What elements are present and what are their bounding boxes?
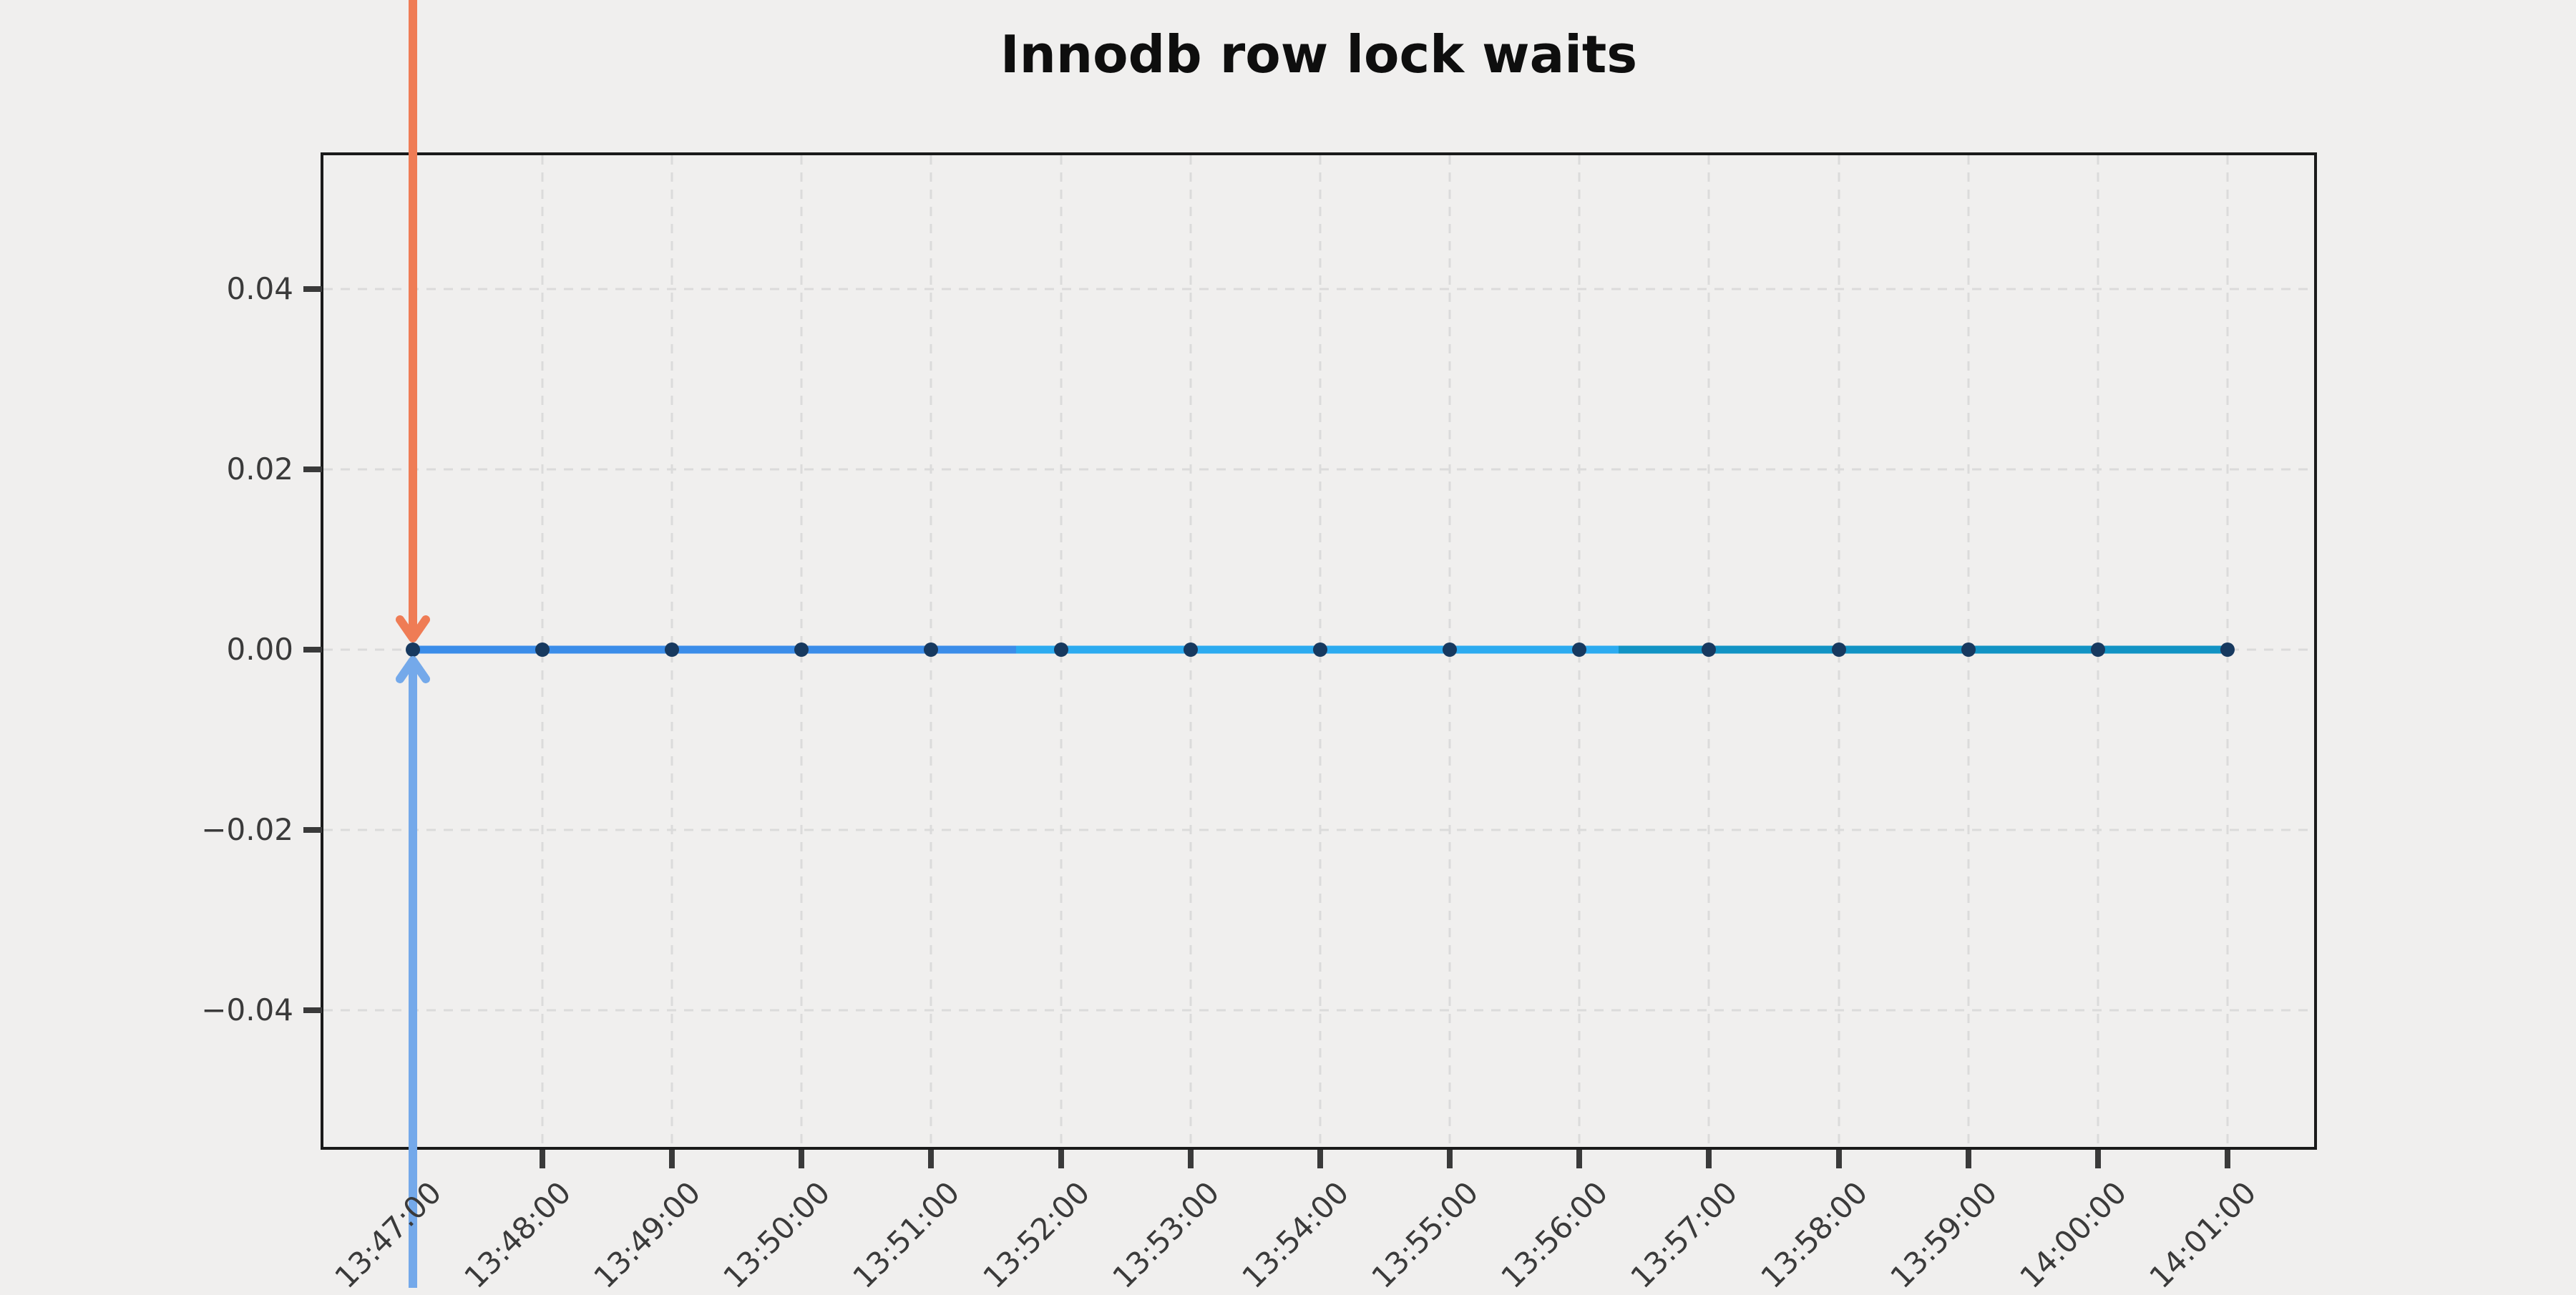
- data-point: [1054, 642, 1068, 657]
- y-tick-label: −0.02: [201, 812, 293, 847]
- x-axis-ticks: [410, 1150, 2230, 1168]
- data-point: [2220, 642, 2235, 657]
- vertical-gridlines: [411, 155, 2229, 1147]
- chart-title: Innodb row lock waits: [1000, 24, 1638, 84]
- data-point: [535, 642, 550, 657]
- arrow-up-head-icon: [396, 656, 430, 683]
- data-point: [1832, 642, 1846, 657]
- data-point: [1572, 642, 1586, 657]
- y-tick-label: 0.00: [226, 632, 293, 667]
- annotation-arrow-down: [396, 0, 430, 642]
- y-tick-label: −0.04: [201, 992, 293, 1027]
- data-point: [2091, 642, 2105, 657]
- y-tick-label: 0.02: [226, 451, 293, 487]
- data-point: [1702, 642, 1716, 657]
- data-point: [794, 642, 809, 657]
- data-point: [1443, 642, 1457, 657]
- arrow-down-head-icon: [396, 615, 430, 642]
- annotation-arrow-up: [396, 656, 430, 1288]
- data-point: [406, 642, 420, 657]
- data-point: [1184, 642, 1198, 657]
- data-points: [406, 642, 2235, 657]
- y-axis-ticks: [303, 286, 322, 1013]
- data-point: [665, 642, 679, 657]
- data-point: [1313, 642, 1327, 657]
- y-tick-label: 0.04: [226, 271, 293, 306]
- data-point: [924, 642, 938, 657]
- data-point: [1961, 642, 1976, 657]
